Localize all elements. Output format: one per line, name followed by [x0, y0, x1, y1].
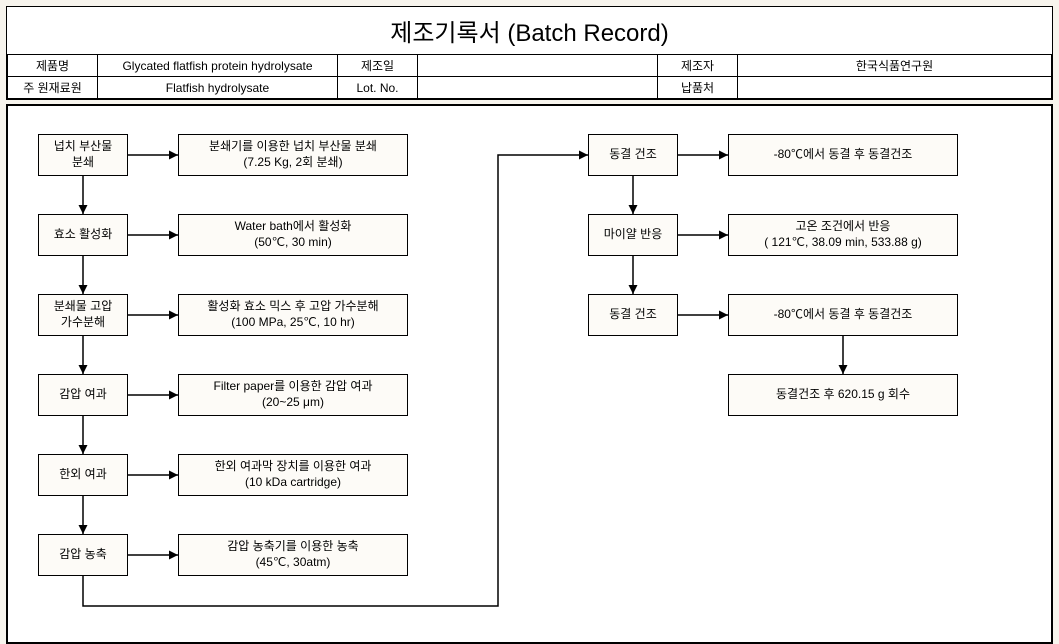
value-product: Glycated flatfish protein hydrolysate [98, 55, 338, 77]
left-step-0: 넙치 부산물분쇄 [38, 134, 128, 176]
header-block: 제조기록서 (Batch Record) 제품명 Glycated flatfi… [6, 6, 1053, 100]
left-step-1: 효소 활성화 [38, 214, 128, 256]
left-detail-1: Water bath에서 활성화(50℃, 30 min) [178, 214, 408, 256]
left-detail-4: 한외 여과막 장치를 이용한 여과(10 kDa cartridge) [178, 454, 408, 496]
left-step-4: 한외 여과 [38, 454, 128, 496]
value-lot [418, 77, 658, 99]
right-detail-2: -80℃에서 동결 후 동결건조 [728, 294, 958, 336]
left-detail-2: 활성화 효소 믹스 후 고압 가수분해(100 MPa, 25℃, 10 hr) [178, 294, 408, 336]
value-maker: 한국식품연구원 [738, 55, 1052, 77]
label-product: 제품명 [8, 55, 98, 77]
info-table: 제품명 Glycated flatfish protein hydrolysat… [7, 55, 1052, 99]
label-material: 주 원재료원 [8, 77, 98, 99]
value-customer [738, 77, 1052, 99]
left-detail-0: 분쇄기를 이용한 넙치 부산물 분쇄(7.25 Kg, 2회 분쇄) [178, 134, 408, 176]
left-step-3: 감압 여과 [38, 374, 128, 416]
label-date: 제조일 [338, 55, 418, 77]
left-detail-5: 감압 농축기를 이용한 농축(45℃, 30atm) [178, 534, 408, 576]
page-title: 제조기록서 (Batch Record) [7, 7, 1052, 55]
value-material: Flatfish hydrolysate [98, 77, 338, 99]
right-detail-0: -80℃에서 동결 후 동결건조 [728, 134, 958, 176]
label-customer: 납품처 [658, 77, 738, 99]
label-maker: 제조자 [658, 55, 738, 77]
final-result: 동결건조 후 620.15 g 회수 [728, 374, 958, 416]
flowchart: 넙치 부산물분쇄 분쇄기를 이용한 넙치 부산물 분쇄(7.25 Kg, 2회 분… [6, 104, 1053, 644]
right-step-0: 동결 건조 [588, 134, 678, 176]
value-date [418, 55, 658, 77]
right-step-1: 마이얄 반응 [588, 214, 678, 256]
left-detail-3: Filter paper를 이용한 감압 여과(20~25 μm) [178, 374, 408, 416]
right-detail-1: 고온 조건에서 반응( 121℃, 38.09 min, 533.88 g) [728, 214, 958, 256]
label-lot: Lot. No. [338, 77, 418, 99]
left-step-5: 감압 농축 [38, 534, 128, 576]
left-step-2: 분쇄물 고압가수분해 [38, 294, 128, 336]
right-step-2: 동결 건조 [588, 294, 678, 336]
